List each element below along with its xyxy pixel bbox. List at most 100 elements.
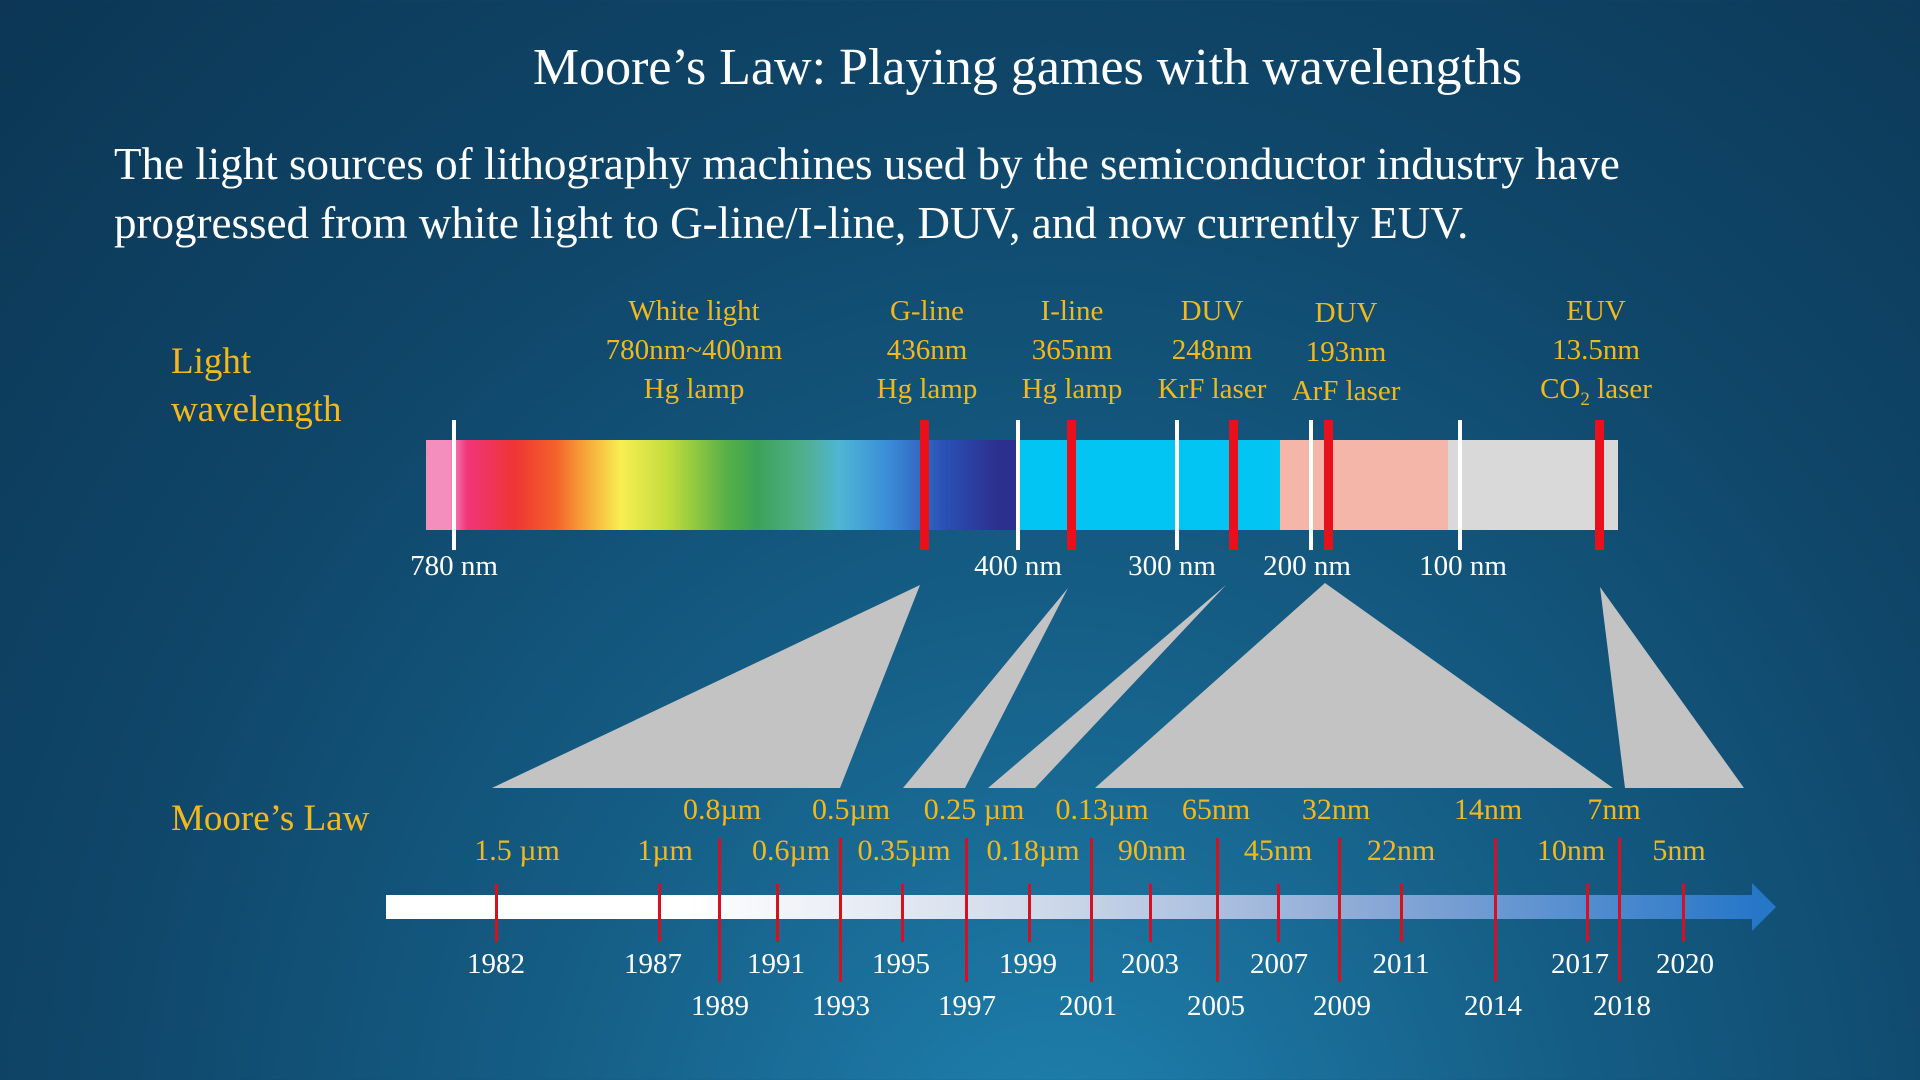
source-wavelength: 780nm~400nm <box>605 334 783 366</box>
funnel-duv-krf <box>988 585 1226 788</box>
timeline-tick <box>495 884 498 942</box>
timeline-tick <box>1028 884 1031 942</box>
year-label: 2009 <box>1313 990 1371 1022</box>
source-wavelength: 13.5nm <box>1552 334 1640 366</box>
source-duv-arf: DUV 193nm ArF laser <box>1226 294 1466 411</box>
node-label-bottom: 0.35µm <box>857 834 951 867</box>
wavelength-tick-label: 400 nm <box>974 550 1062 582</box>
year-label: 1997 <box>938 990 996 1022</box>
visible-spectrum-segment <box>426 440 1016 530</box>
funnel-g-line <box>492 585 920 788</box>
funnel-euv <box>1600 587 1744 788</box>
year-label: 1995 <box>872 948 930 980</box>
year-label: 2017 <box>1551 948 1609 980</box>
light-wavelength-label-line-1: Light <box>171 341 252 382</box>
wavelength-tick-label: 300 nm <box>1128 550 1216 582</box>
vacuum-uv-segment <box>1280 440 1448 530</box>
source-wavelength: 365nm <box>1031 334 1113 366</box>
light-wavelength-label-line-2: wavelength <box>171 389 342 430</box>
timeline-bar <box>386 895 1754 919</box>
node-label-bottom: 0.18µm <box>986 834 1080 867</box>
wavelength-tick-label: 200 nm <box>1263 550 1351 582</box>
source-white-light: White light 780nm~400nm Hg lamp <box>574 292 814 409</box>
source-name: G-line <box>889 295 965 327</box>
node-label-top: 0.25 µm <box>923 793 1025 826</box>
slide-title: Moore’s Law: Playing games with waveleng… <box>532 39 1523 96</box>
year-label: 2011 <box>1372 948 1430 980</box>
node-label-top: 0.5µm <box>811 793 891 826</box>
source-duv-krf: DUV 248nm KrF laser <box>1092 292 1332 409</box>
node-label-bottom: 45nm <box>1243 834 1313 867</box>
node-label-top: 32nm <box>1301 793 1371 826</box>
source-wavelength: 193nm <box>1305 336 1387 368</box>
source-wavelength: 436nm <box>886 334 968 366</box>
node-label-top: 0.13µm <box>1055 793 1149 826</box>
timeline-tick <box>1586 884 1589 942</box>
wavelength-scale-tick-200nm <box>1309 420 1313 550</box>
node-label-bottom: 5nm <box>1652 834 1706 867</box>
funnel-i-line <box>903 588 1068 788</box>
source-type: Hg lamp <box>1021 373 1123 405</box>
timeline-tick-long <box>965 838 968 982</box>
node-label-bottom: 22nm <box>1366 834 1436 867</box>
moores-law-label: Moore’s Law <box>171 798 370 839</box>
source-marker-duv-krf <box>1229 420 1238 550</box>
timeline-tick <box>776 884 779 942</box>
node-label-top: 14nm <box>1453 793 1523 826</box>
year-label: 1993 <box>812 990 870 1022</box>
timeline-tick-long <box>1494 838 1497 982</box>
subtitle: The light sources of lithography machine… <box>114 135 1834 253</box>
year-label: 2018 <box>1593 990 1651 1022</box>
source-type: CO2 laser <box>1540 373 1652 410</box>
source-name: White light <box>628 295 760 327</box>
source-name: DUV <box>1314 297 1378 329</box>
timeline-tick-long <box>1090 838 1093 982</box>
year-label: 2001 <box>1059 990 1117 1022</box>
source-name: I-line <box>1040 295 1104 327</box>
source-type: ArF laser <box>1291 375 1401 407</box>
wavelength-scale-tick-400nm <box>1016 420 1020 550</box>
funnel-duv-arf <box>1095 583 1613 788</box>
timeline-tick-long <box>718 838 721 982</box>
timeline-tick-long <box>1618 838 1621 982</box>
source-euv: EUV 13.5nm CO2 laser <box>1476 292 1716 419</box>
timeline-tick-long <box>1216 838 1219 982</box>
node-label-top: 0.8µm <box>682 793 762 826</box>
year-label: 2020 <box>1656 948 1714 980</box>
year-label: 2014 <box>1464 990 1522 1022</box>
wavelength-tick-label: 780 nm <box>410 550 498 582</box>
source-name: DUV <box>1180 295 1244 327</box>
euv-segment <box>1448 440 1618 530</box>
timeline-tick <box>1682 884 1685 942</box>
node-label-top: 65nm <box>1181 793 1251 826</box>
source-i-line: I-line 365nm Hg lamp <box>952 292 1192 409</box>
year-label: 1987 <box>624 948 682 980</box>
timeline-tick <box>658 884 661 942</box>
source-wavelength: 248nm <box>1171 334 1253 366</box>
timeline-tick <box>1400 884 1403 942</box>
subtitle-line-2: progressed from white light to G-line/I-… <box>114 198 1469 248</box>
node-label-bottom: 0.6µm <box>751 834 831 867</box>
year-label: 1991 <box>747 948 805 980</box>
source-type: KrF laser <box>1157 373 1267 405</box>
year-label: 1989 <box>691 990 749 1022</box>
source-marker-duv-arf <box>1324 420 1333 550</box>
source-g-line: G-line 436nm Hg lamp <box>807 292 1047 409</box>
subtitle-line-1: The light sources of lithography machine… <box>114 139 1620 189</box>
node-label-bottom: 1.5 µm <box>474 834 560 867</box>
light-wavelength-label: Light wavelength <box>171 338 342 434</box>
source-type: Hg lamp <box>643 373 745 405</box>
timeline-tick-long <box>839 838 842 982</box>
year-label: 2007 <box>1250 948 1308 980</box>
wavelength-scale-tick-300nm <box>1175 420 1179 550</box>
timeline-tick <box>1277 884 1280 942</box>
source-type: Hg lamp <box>876 373 978 405</box>
timeline-tick <box>1149 884 1152 942</box>
source-marker-g-line <box>920 420 929 550</box>
source-marker-euv <box>1595 420 1604 550</box>
year-label: 2005 <box>1187 990 1245 1022</box>
wavelength-scale-tick-780nm <box>452 420 456 550</box>
timeline-tick-long <box>1338 838 1341 982</box>
wavelength-tick-label: 100 nm <box>1419 550 1507 582</box>
